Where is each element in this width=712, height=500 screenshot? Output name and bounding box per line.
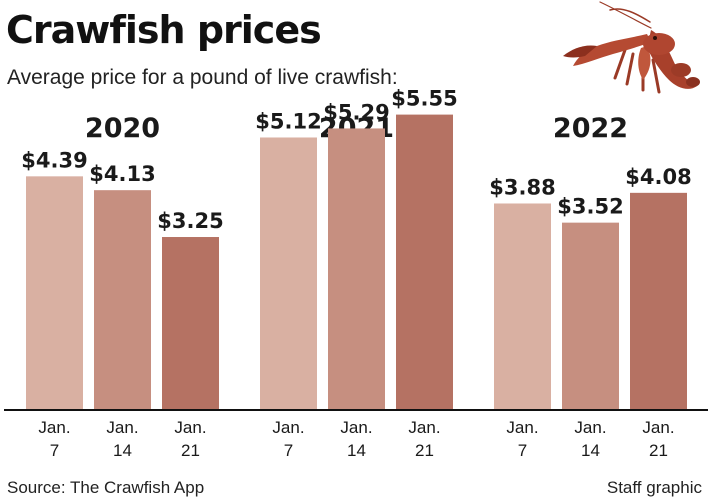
tick-label-month-2020-21: Jan. <box>174 418 206 437</box>
chart-title: Crawfish prices <box>6 8 322 52</box>
bar-2020-21 <box>162 237 219 410</box>
data-label-2022-7: $3.88 <box>489 175 555 199</box>
tick-label-month-2022-21: Jan. <box>642 418 674 437</box>
bar-2021-14 <box>328 128 385 410</box>
tick-label-day-2022-7: 7 <box>518 441 527 460</box>
bar-2022-21 <box>630 192 687 410</box>
data-label-2021-14: $5.29 <box>323 100 389 124</box>
data-label-2021-21: $5.55 <box>391 87 457 111</box>
bar-2021-7 <box>260 137 317 410</box>
data-label-2020-21: $3.25 <box>157 209 223 233</box>
bar-2021-21 <box>396 114 453 410</box>
tick-label-day-2022-14: 14 <box>581 441 600 460</box>
data-label-2022-21: $4.08 <box>625 165 691 189</box>
bar-2020-14 <box>94 190 151 410</box>
tick-label-month-2021-21: Jan. <box>408 418 440 437</box>
tick-label-month-2020-14: Jan. <box>106 418 138 437</box>
bar-2022-14 <box>562 222 619 410</box>
chart-subtitle: Average price for a pound of live crawfi… <box>7 66 398 89</box>
tick-label-day-2020-21: 21 <box>181 441 200 460</box>
tick-label-day-2021-21: 21 <box>415 441 434 460</box>
tick-label-month-2022-14: Jan. <box>574 418 606 437</box>
tick-label-month-2021-7: Jan. <box>272 418 304 437</box>
tick-label-day-2022-21: 21 <box>649 441 668 460</box>
tick-label-month-2020-7: Jan. <box>38 418 70 437</box>
source-note: Source: The Crawfish App <box>7 478 205 497</box>
tick-label-day-2020-14: 14 <box>113 441 132 460</box>
crawfish-icon <box>563 1 700 94</box>
tick-label-month-2022-7: Jan. <box>506 418 538 437</box>
tick-label-day-2021-7: 7 <box>284 441 293 460</box>
staff-credit: Staff graphic <box>606 478 702 497</box>
year-label-2022: 2022 <box>553 113 628 144</box>
data-label-2022-14: $3.52 <box>557 195 623 219</box>
bar-2022-7 <box>494 203 551 410</box>
tick-label-day-2021-14: 14 <box>347 441 366 460</box>
tick-label-month-2021-14: Jan. <box>340 418 372 437</box>
year-label-2020: 2020 <box>85 113 160 144</box>
data-label-2021-7: $5.12 <box>255 109 321 133</box>
tick-label-day-2020-7: 7 <box>50 441 59 460</box>
data-label-2020-14: $4.13 <box>89 162 155 186</box>
bar-2020-7 <box>26 176 83 410</box>
data-label-2020-7: $4.39 <box>21 148 87 172</box>
